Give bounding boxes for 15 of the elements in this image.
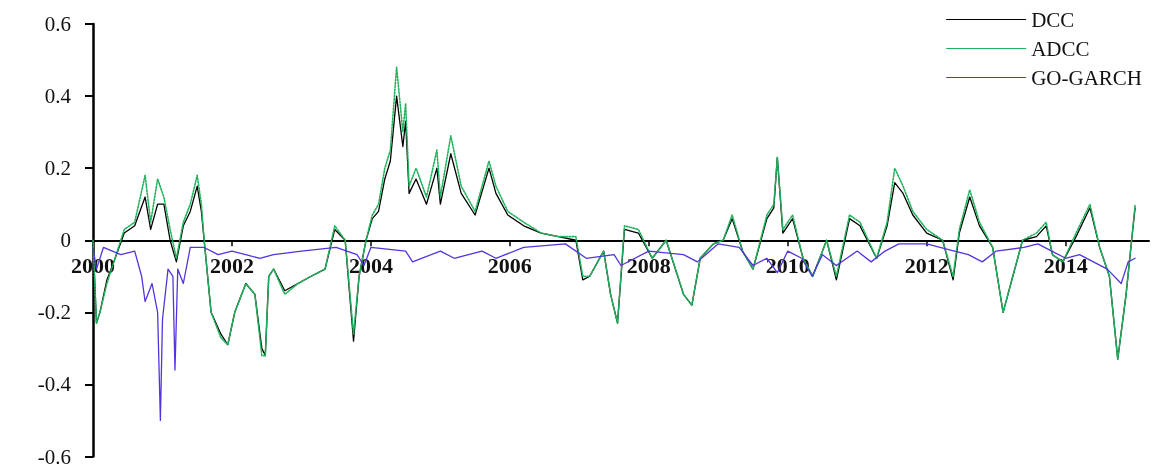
y-tick-label: -0.6: [37, 444, 71, 467]
x-tick-label: 2014: [1043, 252, 1088, 278]
legend-label: ADCC: [1031, 36, 1090, 61]
y-tick-label: 0.2: [44, 156, 71, 181]
x-tick-label: 2008: [626, 252, 671, 278]
y-tick-label: 0: [60, 228, 71, 253]
y-tick-label: -0.4: [37, 372, 72, 397]
legend-label: DCC: [1031, 7, 1075, 32]
y-tick-label: 0.6: [44, 12, 71, 36]
x-tick-label: 2002: [209, 252, 254, 278]
y-tick-label: -0.2: [37, 300, 71, 325]
x-tick-label: 2012: [904, 252, 949, 278]
y-tick-label: 0.4: [44, 84, 72, 109]
legend-label: GO-GARCH: [1031, 65, 1143, 90]
x-tick-label: 2006: [487, 252, 532, 278]
